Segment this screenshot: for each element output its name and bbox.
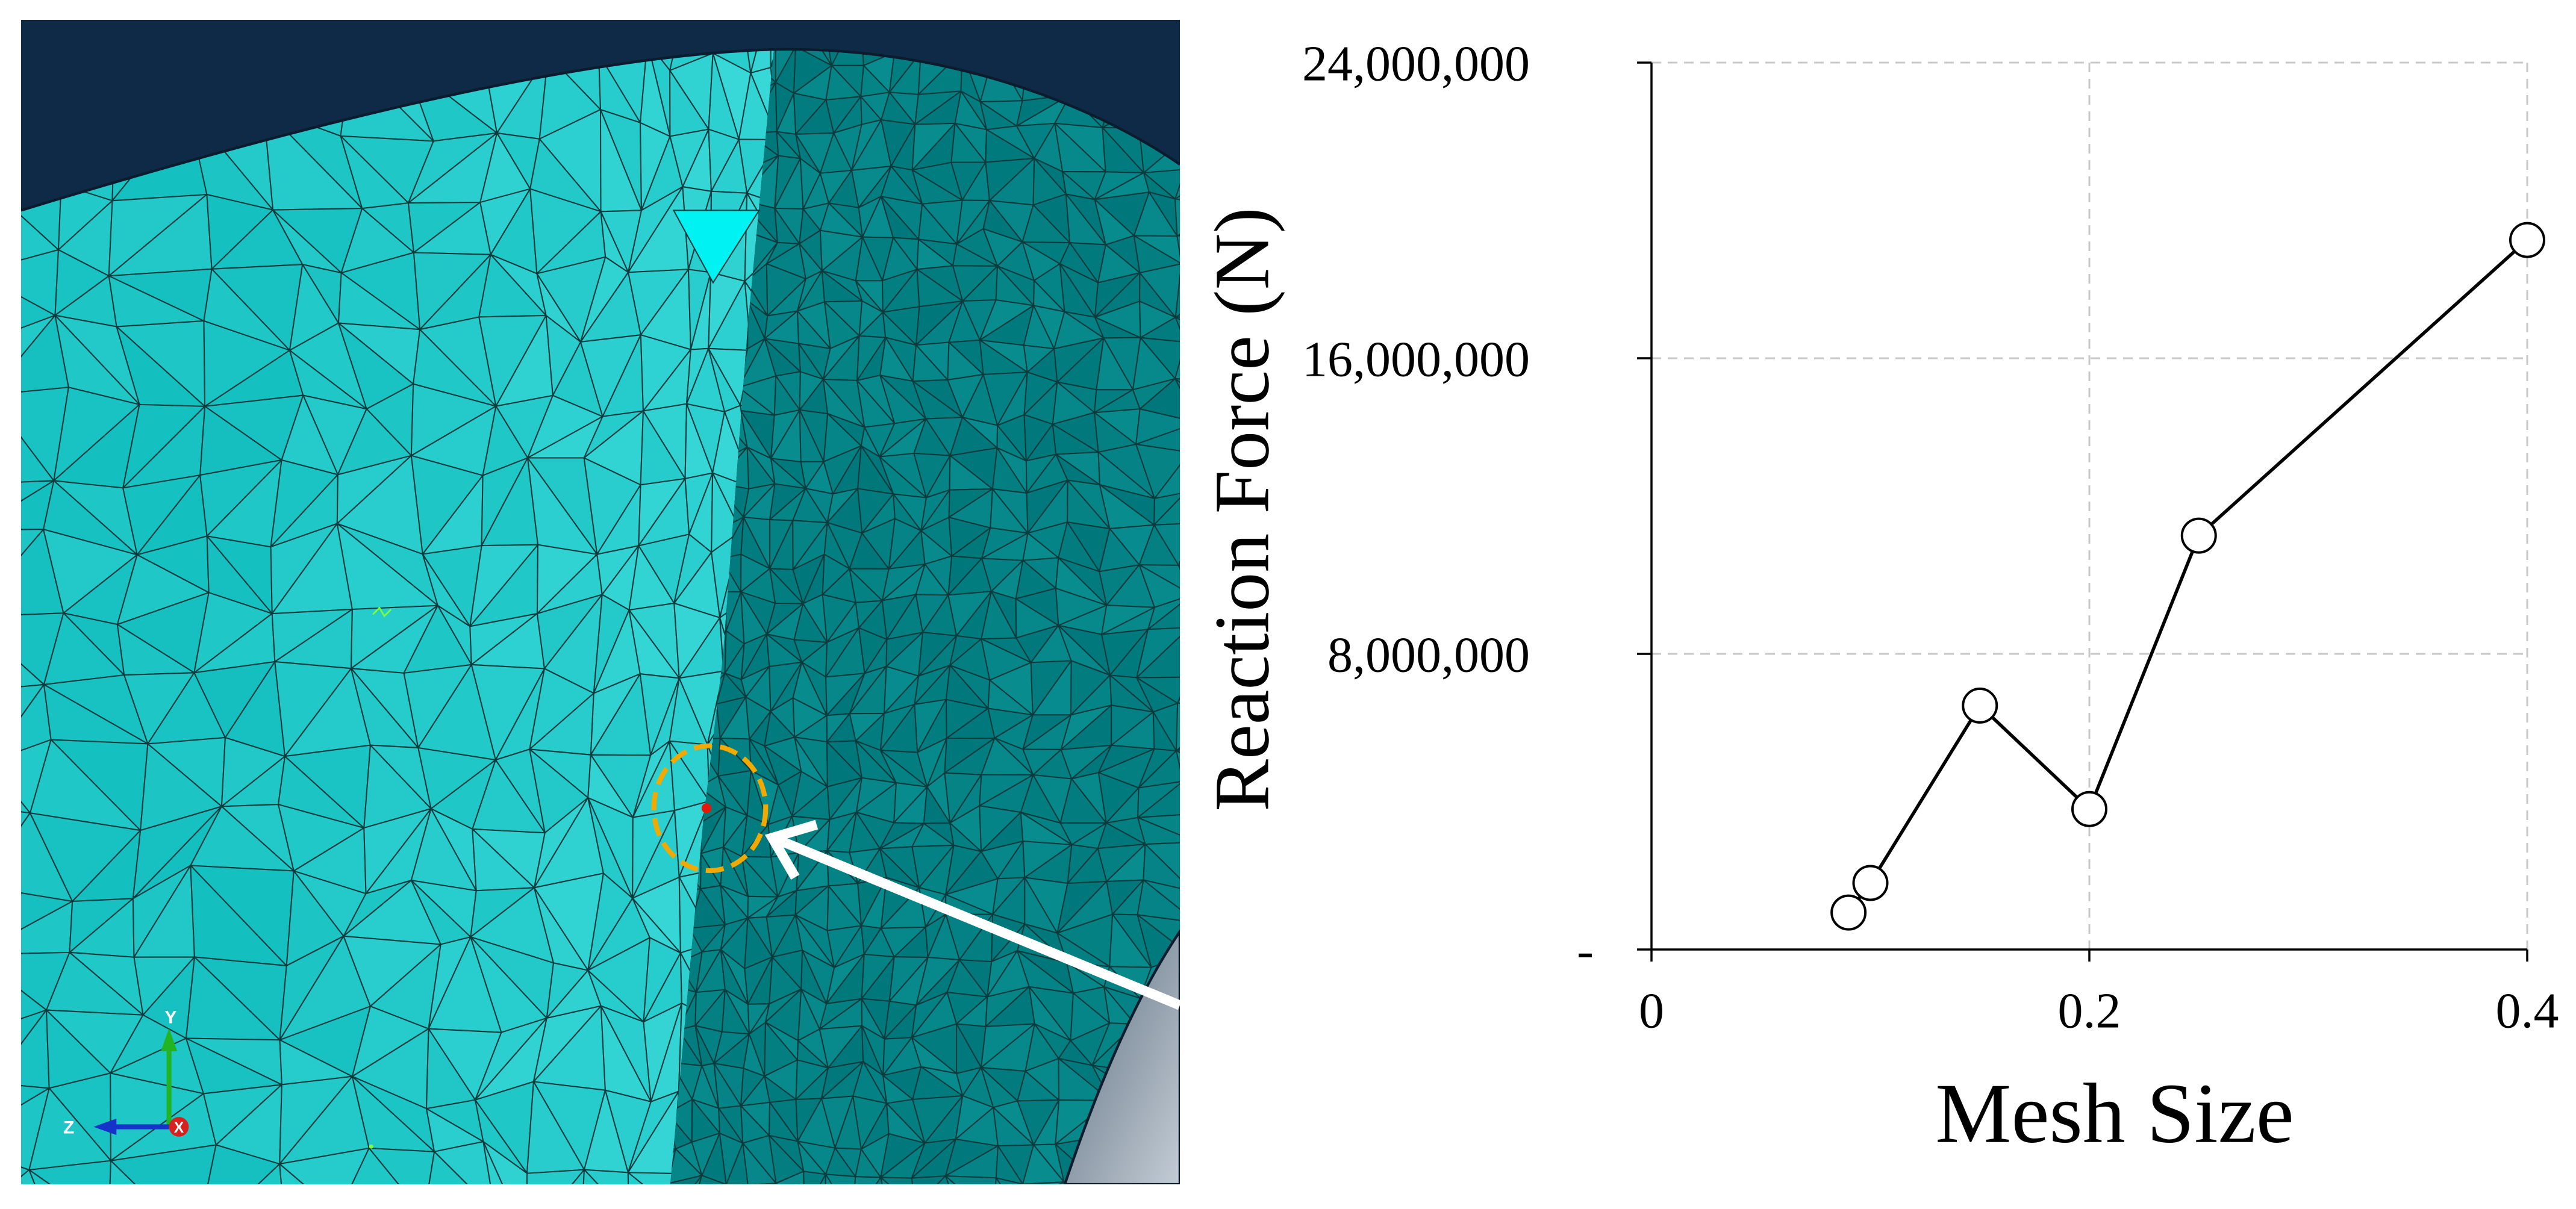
highlight-circle (651, 743, 769, 874)
mesh-element (21, 683, 45, 763)
data-point (1962, 687, 1998, 724)
mesh-element (482, 1141, 528, 1184)
triad-x-label: X (174, 1120, 184, 1136)
fe-mesh-canvas: Y Z X (21, 20, 1180, 1184)
mesh-element (747, 1183, 777, 1184)
x-tick-label: 0.2 (2058, 983, 2121, 1039)
mesh-element (21, 188, 59, 273)
data-point (2180, 517, 2217, 554)
mesh-element (775, 1170, 805, 1184)
mesh-element (825, 1173, 856, 1184)
triad-z-label: Z (63, 1117, 74, 1137)
green-node-marker (372, 606, 392, 618)
mesh-element (21, 616, 45, 692)
axes (1637, 61, 2528, 962)
mesh-element (803, 1173, 826, 1184)
y-tick-label: 24,000,000 (1302, 36, 1530, 92)
y-tick-label: - (1577, 922, 1594, 978)
mesh-element (1176, 228, 1180, 265)
y-axis-title: Reaction Force (N) (1199, 207, 1286, 812)
mesh-shaded-faces (670, 49, 1180, 1184)
mesh-element (21, 480, 55, 531)
mesh-element (28, 1160, 112, 1184)
triad-z-arrowhead (93, 1118, 117, 1136)
bright-facet (672, 210, 761, 284)
fe-mesh-view: Y Z X (21, 20, 1180, 1184)
y-tick-label: 8,000,000 (1327, 627, 1530, 683)
mesh-element (1174, 198, 1180, 237)
mesh-element (692, 1175, 727, 1184)
mesh-element (279, 1163, 339, 1184)
mesh-element (670, 1175, 703, 1184)
data-point (1830, 894, 1867, 931)
mesh-element (880, 1176, 916, 1184)
reaction-force-chart: - 8,000,000 16,000,000 24,000,000 0 0.2 0.4 Re… (1180, 0, 2576, 1209)
series-line (1847, 238, 2528, 914)
triad-x-axis (169, 1117, 189, 1137)
chart-canvas: - 8,000,000 16,000,000 24,000,000 0 0.2 0.4 Re… (1199, 36, 2559, 1161)
mesh-element (914, 1175, 957, 1184)
mesh-element (110, 1144, 217, 1184)
y-tick-label: 16,000,000 (1302, 331, 1530, 387)
mesh-element (1175, 750, 1180, 782)
data-point (1852, 865, 1889, 901)
part-outline (21, 48, 1180, 212)
mesh-element (803, 1170, 826, 1184)
mesh-element (21, 1009, 48, 1084)
mesh-element (195, 1144, 281, 1184)
mesh-element (21, 394, 55, 485)
data-point (2071, 791, 2107, 827)
mesh-element (526, 1169, 585, 1184)
mesh-element (1175, 701, 1180, 751)
selected-node (701, 803, 712, 813)
mesh-element (337, 1147, 425, 1184)
mesh-element (1174, 263, 1180, 319)
tick-labels: - 8,000,000 16,000,000 24,000,000 0 0.2 0.4 (1302, 36, 2559, 1039)
x-tick-label: 0 (1639, 983, 1664, 1039)
mesh-element (852, 1176, 882, 1184)
mesh-element (423, 1151, 496, 1184)
mesh-element (21, 954, 48, 1031)
green-node-marker (369, 1144, 373, 1149)
x-tick-label: 0.4 (2496, 983, 2559, 1039)
mesh-element (21, 1082, 50, 1146)
mesh-element (583, 1169, 629, 1184)
axis-triad-icon: Y Z X (63, 1008, 189, 1137)
mesh-element (627, 1172, 676, 1184)
x-axis-title: Mesh Size (1935, 1066, 2294, 1161)
mesh-element (995, 1177, 1024, 1184)
mesh-element (944, 1175, 997, 1184)
mesh-element (1014, 1181, 1065, 1184)
data-series (1830, 222, 2545, 931)
mesh-element (108, 1160, 196, 1184)
arrow-icon (764, 819, 1180, 1010)
triad-y-arrowhead (160, 1028, 178, 1052)
triad-y-label: Y (164, 1008, 176, 1028)
mesh-element (195, 1163, 286, 1184)
data-point (2509, 222, 2545, 258)
